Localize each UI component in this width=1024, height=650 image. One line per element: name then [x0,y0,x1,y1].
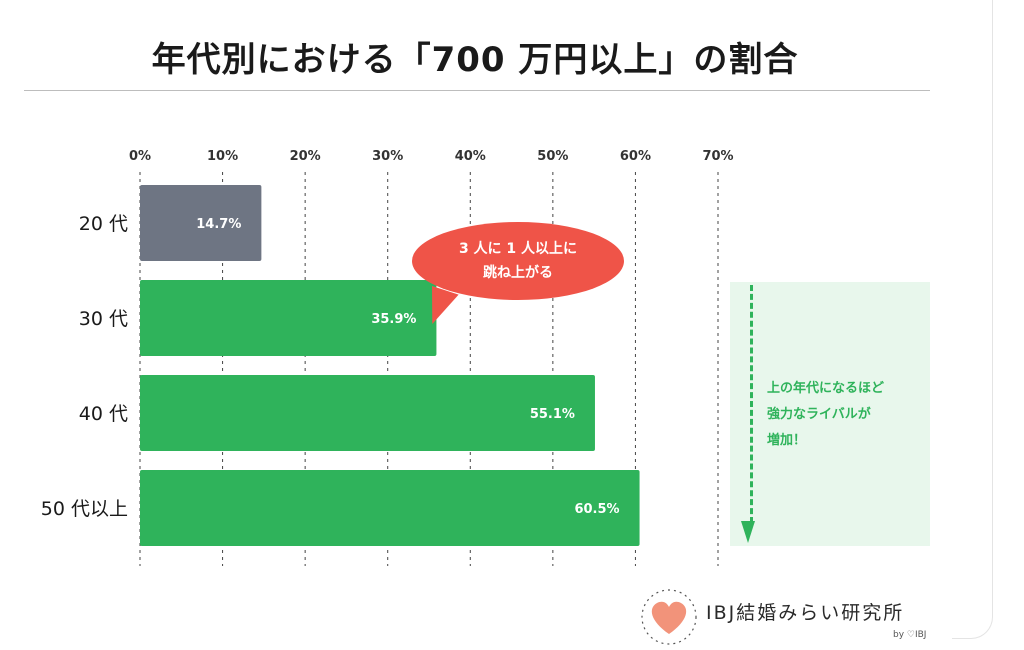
x-tick-label: 60% [620,149,651,164]
data-label: 60.5% [574,502,619,517]
down-arrow-line [750,285,753,523]
x-tick-label: 20% [290,149,321,164]
category-label: 20 代 [79,213,128,235]
logo-text: IBJ結婚みらい研究所 [706,602,905,624]
bar [140,375,595,451]
x-tick-label: 30% [372,149,403,164]
heart-icon [641,589,697,645]
bars [140,185,640,546]
x-tick-label: 40% [455,149,486,164]
note-line-2: 強力なライバルが [767,407,871,422]
data-label: 14.7% [196,217,241,232]
note-line-1: 上の年代になるほど [767,381,885,396]
data-label: 55.1% [530,407,575,422]
page-title: 年代別における「700 万円以上」の割合 [151,40,799,80]
bar [140,185,262,261]
card-frame [952,0,993,639]
note-panel [730,282,930,546]
category-label: 50 代以上 [41,498,128,520]
bar [140,470,640,546]
title-divider [24,90,930,91]
callout-line-1: 3 人に 1 人以上に [458,241,578,257]
callout-line-2: 跳ね上がる [483,265,553,281]
category-label: 40 代 [79,403,128,425]
note-line-3: 増加！ [767,433,807,448]
logo: IBJ結婚みらい研究所 by ♡IBJ [638,588,938,648]
note-text: 上の年代になるほど 強力なライバルが 増加！ [767,376,937,454]
value-labels: 14.7% 35.9% 55.1% 60.5% [196,217,619,517]
callout-bubble: 3 人に 1 人以上に 跳ね上がる [412,222,624,300]
down-arrow-icon [741,521,755,543]
bar [140,280,437,356]
category-label: 30 代 [79,308,128,330]
x-tick-label: 0% [129,149,151,164]
x-tick-labels: 0% 10% 20% 30% 40% 50% 60% 70% [129,149,734,164]
x-tick-label: 10% [207,149,238,164]
x-tick-label: 70% [702,149,733,164]
x-tick-label: 50% [537,149,568,164]
data-label: 35.9% [371,312,416,327]
category-labels: 20 代 30 代 40 代 50 代以上 [41,213,128,520]
logo-byline: by ♡IBJ [893,630,927,640]
